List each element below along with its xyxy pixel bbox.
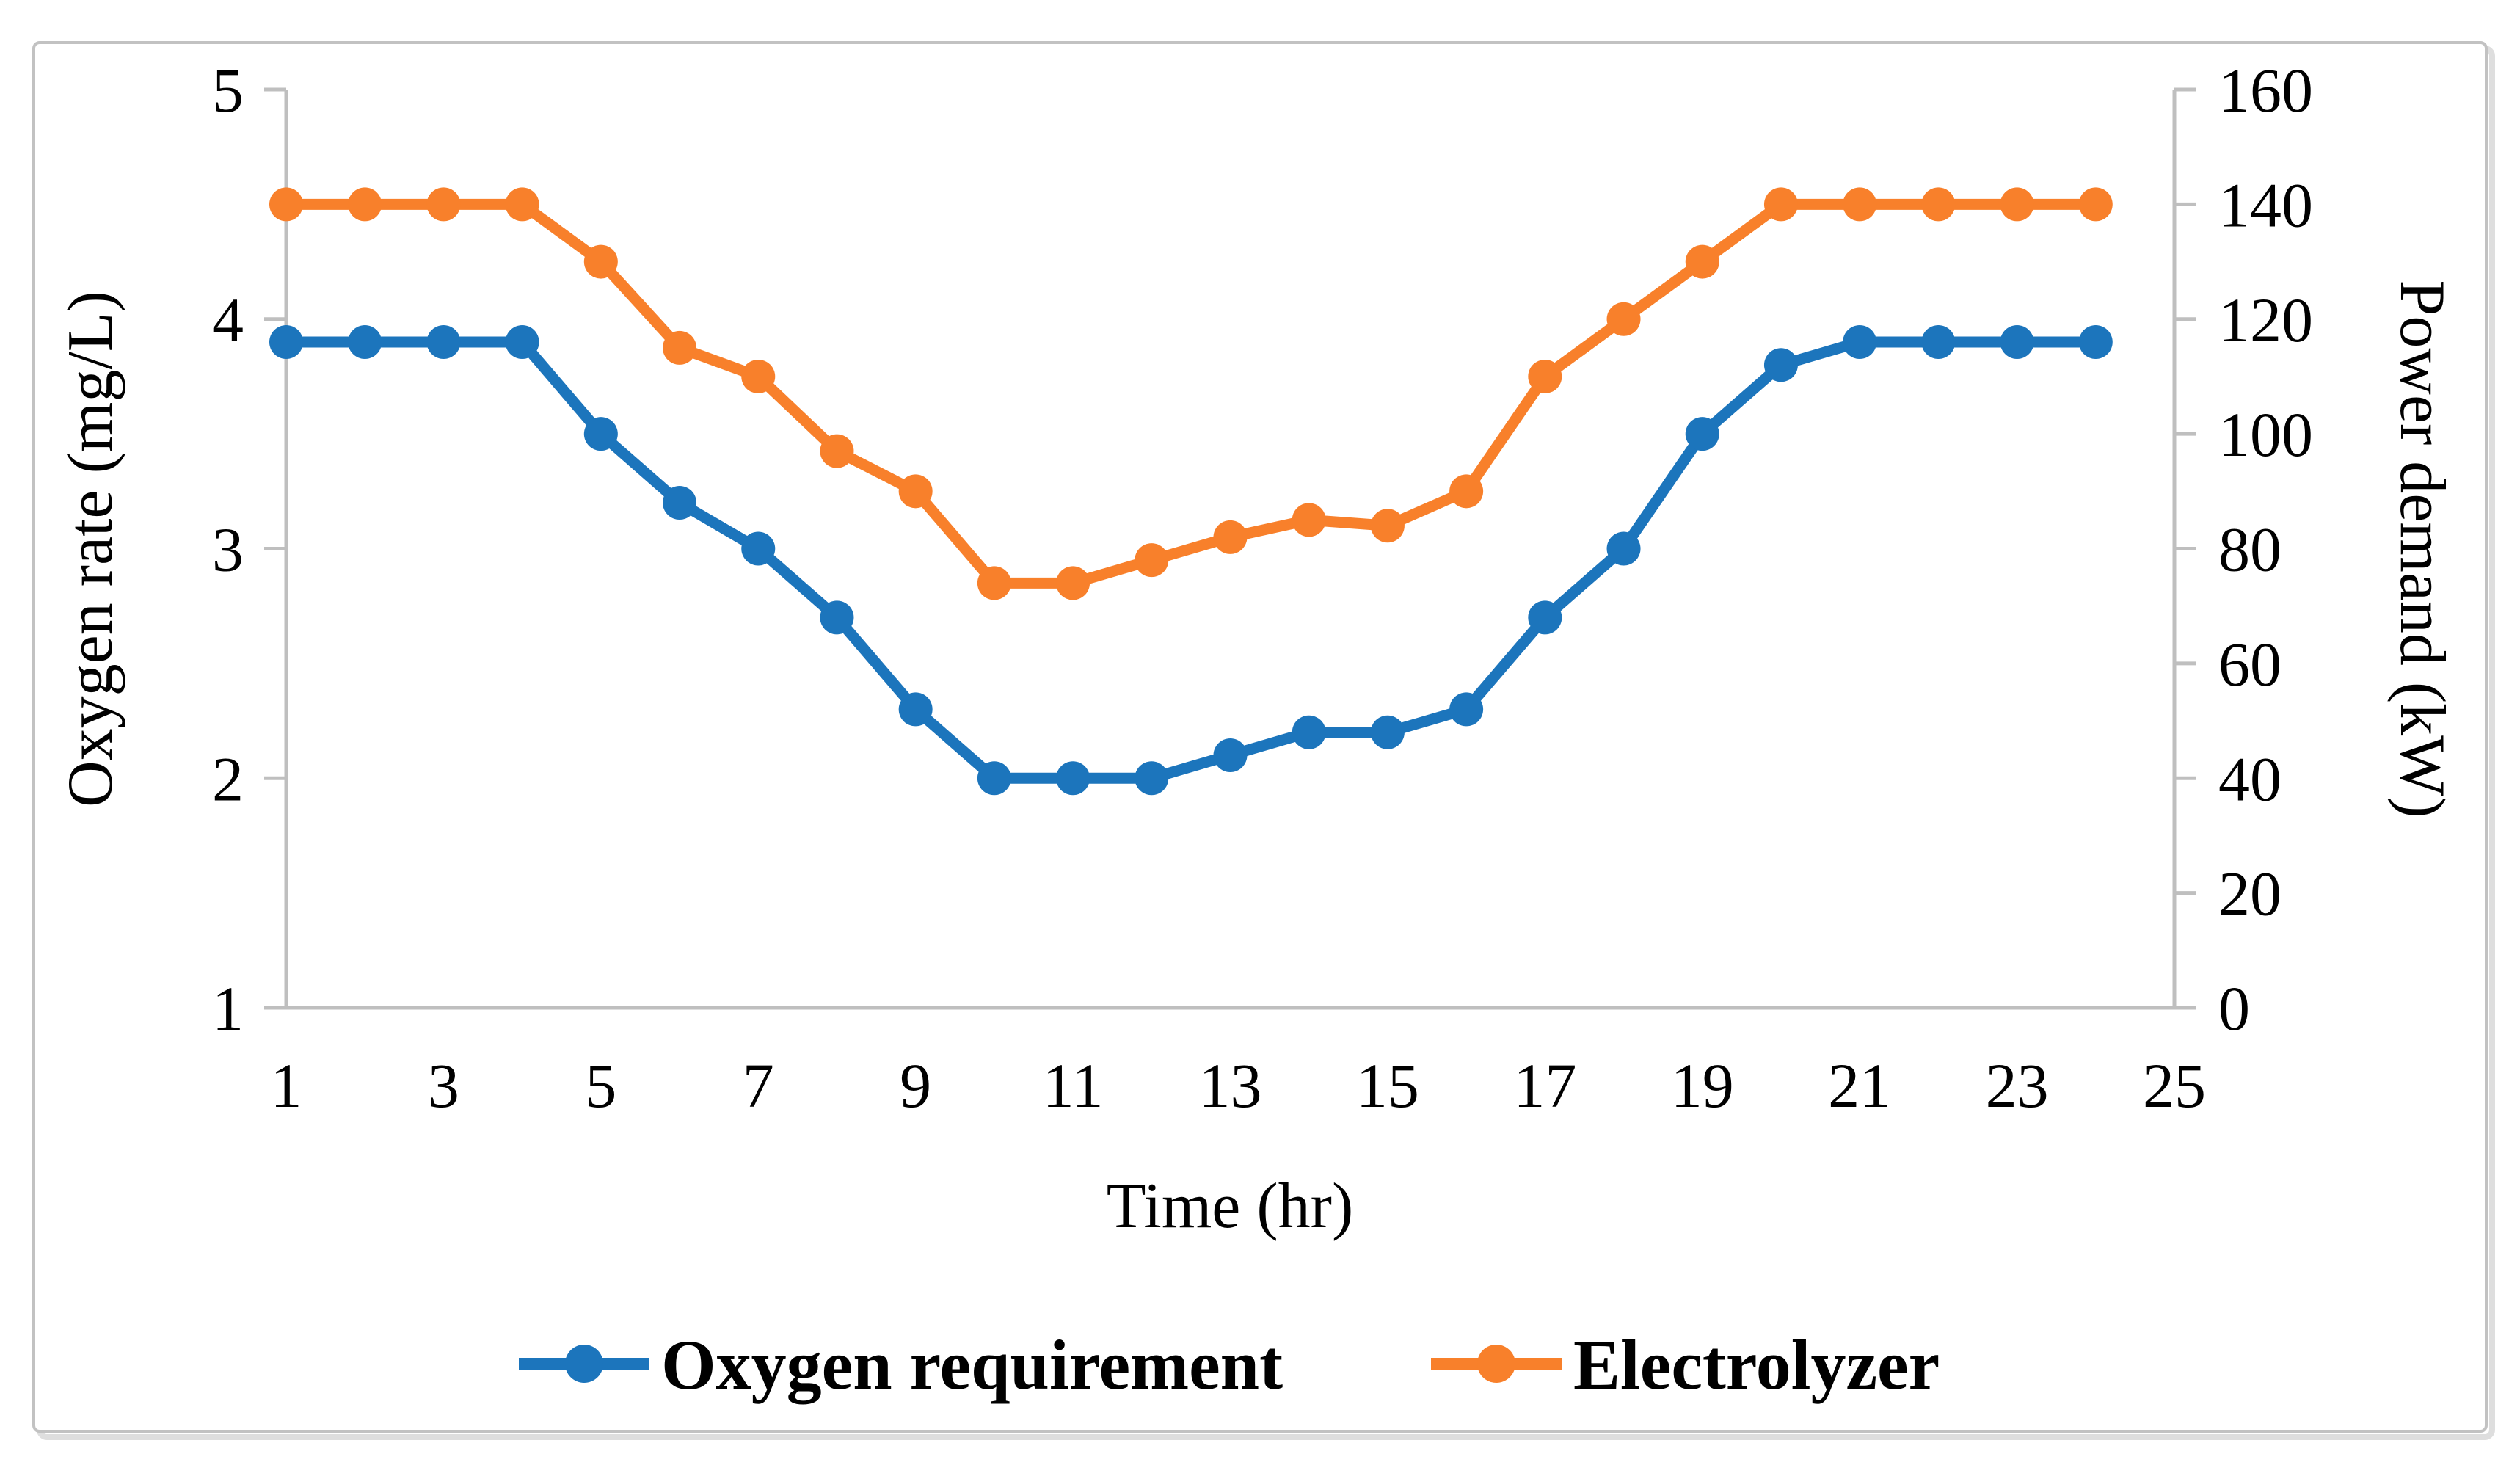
data-point-marker [269,187,303,222]
data-point-marker [1606,531,1641,566]
right-axis-tick-label: 40 [2218,744,2282,814]
data-point-marker [1292,503,1326,537]
data-point-marker [1606,302,1641,336]
data-point-marker [1763,187,1798,222]
right-axis-tick-label: 160 [2218,55,2313,126]
x-axis-tick-label: 21 [1828,1050,1891,1121]
left-axis-tick-label: 2 [212,744,244,814]
x-axis-tick-label: 3 [428,1050,459,1121]
right-axis-title: Power demand (kW) [2386,280,2458,818]
legend-marker-dot-oxygen [565,1345,603,1383]
right-axis-tick-label: 120 [2218,285,2313,355]
data-point-marker [2078,325,2113,360]
data-point-marker [505,187,539,222]
data-point-marker [1292,715,1326,749]
legend-label-oxygen: Oxygen requirement [661,1326,1283,1404]
data-point-marker [1449,692,1484,727]
legend-item-oxygen-requirement: Oxygen requirement [519,1326,1283,1404]
data-point-marker [1213,520,1248,554]
data-point-marker [1685,244,1719,279]
x-axis-tick-label: 23 [1986,1050,2049,1121]
data-point-marker [1763,348,1798,382]
left-axis-tick-labels: 1 2 3 4 5 [212,55,244,1044]
data-point-marker [898,474,933,509]
data-point-marker [820,600,854,635]
x-axis-tick-label: 5 [585,1050,616,1121]
data-point-marker [1056,566,1090,600]
data-point-marker [269,325,303,360]
data-point-marker [1843,325,1877,360]
figure-border [32,41,2488,1433]
right-axis-tick-label: 100 [2218,399,2313,470]
x-axis-tick-label: 19 [1671,1050,1734,1121]
data-point-marker [1685,417,1719,451]
data-point-marker [1921,187,1956,222]
legend-label-electrolyzer: Electrolyzer [1573,1326,1940,1404]
data-point-marker [1135,761,1169,796]
right-axis-tick-label: 0 [2218,973,2250,1044]
data-point-marker [426,325,461,360]
data-point-marker [977,761,1011,796]
data-point-marker [1449,474,1484,509]
data-point-marker [1843,187,1877,222]
left-axis-title: Oxygen rate (mg/L) [55,291,126,807]
left-axis-tick-label: 3 [212,515,244,585]
right-axis-tick-labels: 0 20 40 60 80 100 120 140 160 [2218,55,2313,1044]
x-axis-tick-label: 13 [1199,1050,1262,1121]
x-axis-title: Time (hr) [1107,1171,1354,1242]
data-point-marker [505,325,539,360]
legend: Oxygen requirement Electrolyzer [519,1326,1940,1404]
data-point-marker [1056,761,1090,796]
axes [264,87,2196,1010]
data-point-marker [1135,543,1169,578]
series-oxygen-requirement [269,325,2113,796]
data-point-marker [663,485,697,520]
right-axis-tick-label: 80 [2218,515,2282,585]
data-point-marker [1370,509,1405,543]
legend-marker-dot-electrolyzer [1477,1345,1515,1383]
data-point-marker [898,692,933,727]
data-point-marker [2000,325,2034,360]
x-axis-tick-labels: 1 3 5 7 9 11 13 15 17 19 21 23 25 [271,1050,2207,1121]
left-axis-tick-label: 4 [212,285,244,355]
data-point-marker [426,187,461,222]
data-point-marker [1213,738,1248,772]
data-point-marker [663,330,697,365]
left-axis-tick-label: 1 [212,973,244,1044]
data-point-marker [741,359,776,393]
x-axis-tick-label: 17 [1513,1050,1576,1121]
legend-item-electrolyzer: Electrolyzer [1431,1326,1940,1404]
data-point-marker [1528,359,1562,393]
data-point-marker [741,531,776,566]
data-point-marker [977,566,1011,600]
x-axis-tick-label: 11 [1043,1050,1104,1121]
data-point-marker [1370,715,1405,749]
data-point-marker [820,434,854,468]
data-point-marker [1921,325,1956,360]
left-axis-tick-label: 5 [212,55,244,126]
x-axis-tick-label: 7 [743,1050,774,1121]
data-point-marker [2078,187,2113,222]
data-point-marker [583,244,618,279]
x-axis-tick-label: 1 [271,1050,302,1121]
series-electrolyzer [269,187,2113,600]
x-axis-tick-label: 25 [2143,1050,2206,1121]
x-axis-tick-label: 9 [900,1050,931,1121]
right-axis-tick-label: 60 [2218,629,2282,699]
data-point-marker [583,417,618,451]
right-axis-tick-label: 20 [2218,859,2282,929]
x-axis-tick-label: 15 [1356,1050,1419,1121]
data-point-marker [1528,600,1562,635]
right-axis-tick-label: 140 [2218,170,2313,240]
data-point-marker [2000,187,2034,222]
data-series [269,187,2113,796]
data-point-marker [348,325,382,360]
data-point-marker [348,187,382,222]
